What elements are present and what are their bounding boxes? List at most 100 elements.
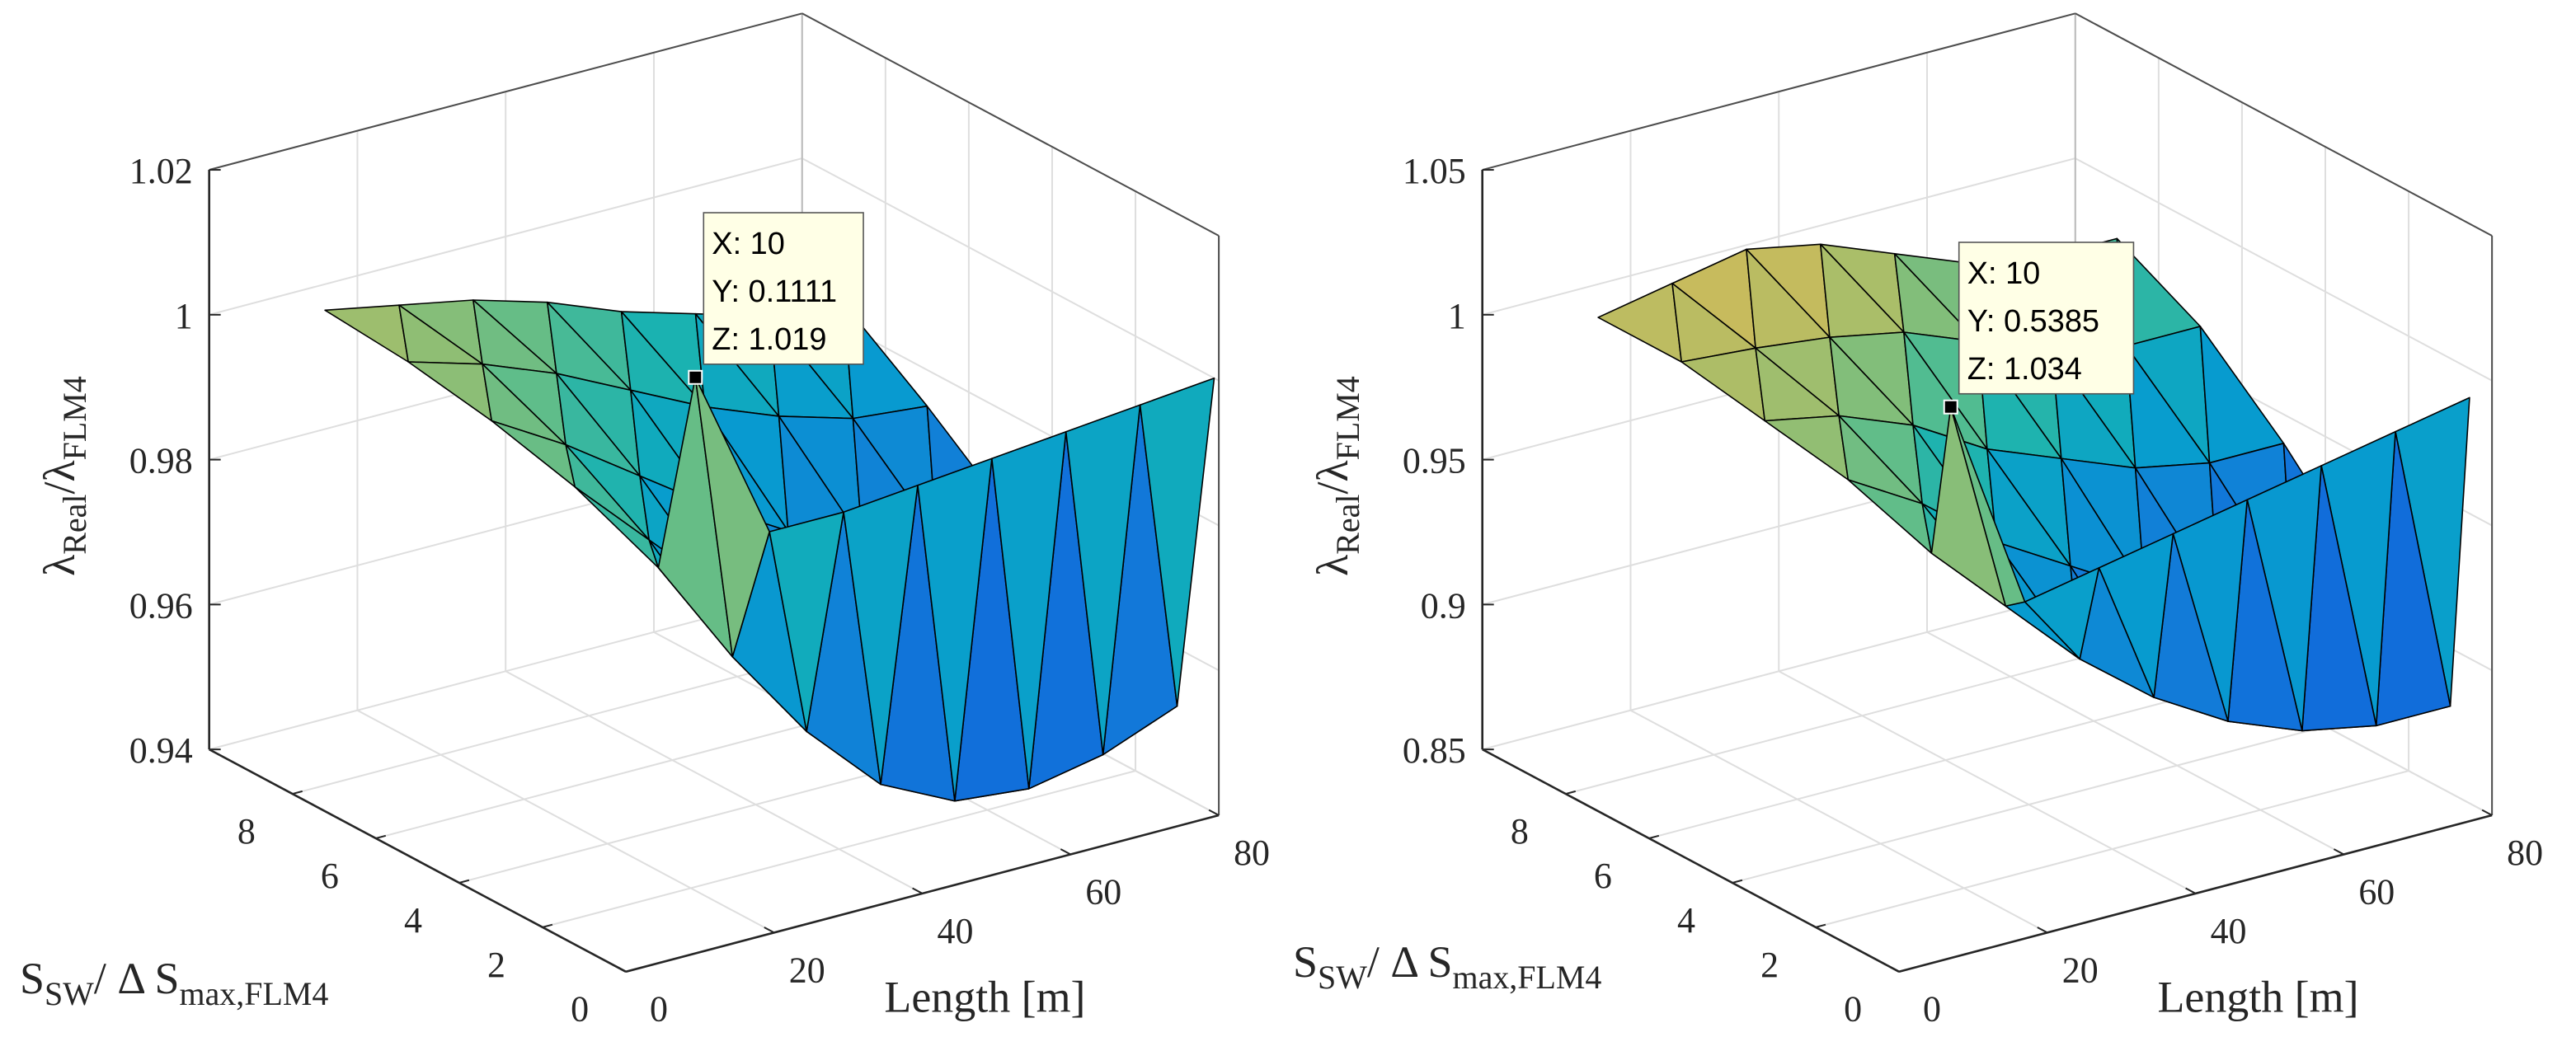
axis-line bbox=[1482, 748, 1900, 973]
x-tick-label: 80 bbox=[1234, 833, 1270, 873]
y-tick-label: 0 bbox=[571, 989, 589, 1030]
tick-mark bbox=[625, 968, 637, 973]
x-axis-label: Length [m] bbox=[884, 973, 1085, 1022]
x-tick-label: 80 bbox=[2507, 833, 2543, 873]
z-tick-label: 0.98 bbox=[129, 441, 193, 481]
x-tick-label: 20 bbox=[789, 950, 825, 990]
surface-chart: 0.850.90.9511.0502468020406080λReal/λFLM… bbox=[1293, 12, 2543, 1030]
subscript: FLM4 bbox=[56, 376, 93, 460]
x-tick-label: 60 bbox=[1085, 871, 1121, 912]
label-part: /λ bbox=[1308, 460, 1357, 494]
y-axis-label: SSW/ Δ Smax,FLM4 bbox=[1293, 937, 1601, 996]
datatip-label: Y: 0.1111 bbox=[712, 274, 837, 309]
box-edge bbox=[1482, 12, 2076, 171]
tick-mark bbox=[1208, 809, 1220, 816]
z-tick-label: 1 bbox=[1448, 296, 1466, 336]
x-tick-label: 20 bbox=[2062, 950, 2099, 990]
datatip-marker bbox=[688, 369, 703, 385]
datatip-label: Z: 1.034 bbox=[1967, 352, 2082, 387]
y-tick-label: 2 bbox=[1760, 945, 1779, 985]
subscript: Real bbox=[56, 495, 93, 555]
subscript: max,FLM4 bbox=[180, 975, 329, 1012]
z-tick-label: 0.9 bbox=[1421, 585, 1466, 626]
surface-face bbox=[694, 376, 770, 658]
tick-mark bbox=[1060, 848, 1071, 856]
y-tick-label: 6 bbox=[1594, 856, 1612, 896]
tick-mark bbox=[2333, 848, 2344, 856]
box-edge bbox=[801, 12, 1220, 237]
z-tick-label: 0.95 bbox=[1403, 441, 1466, 481]
subscript: FLM4 bbox=[1329, 376, 1366, 460]
surface-face bbox=[324, 304, 409, 363]
z-tick-label: 1 bbox=[175, 296, 193, 336]
grid-line bbox=[505, 670, 924, 894]
tick-mark bbox=[1815, 923, 1826, 928]
tick-mark bbox=[1732, 879, 1743, 884]
x-tick-label: 0 bbox=[650, 989, 668, 1030]
label-part: / Δ S bbox=[94, 954, 180, 1003]
axis-line bbox=[209, 748, 627, 973]
surface-chart: 0.940.960.9811.0202468020406080λReal/λFL… bbox=[20, 12, 1270, 1030]
datatip-marker bbox=[1943, 399, 1958, 415]
label-part: / Δ S bbox=[1367, 937, 1453, 987]
z-tick-label: 0.94 bbox=[129, 730, 193, 771]
y-tick-label: 4 bbox=[404, 900, 422, 941]
surface-face bbox=[1597, 282, 1682, 363]
tick-mark bbox=[2185, 887, 2197, 894]
z-axis-label: λReal/λFLM4 bbox=[1308, 376, 1366, 576]
tick-mark bbox=[764, 927, 775, 934]
z-tick-label: 1.02 bbox=[129, 151, 193, 191]
datatip-label: X: 10 bbox=[1967, 256, 2041, 291]
box-edge bbox=[209, 12, 803, 171]
y-tick-label: 2 bbox=[487, 945, 505, 985]
surface-face bbox=[1139, 377, 1215, 707]
y-tick-label: 6 bbox=[321, 856, 339, 896]
z-tick-label: 0.85 bbox=[1403, 730, 1466, 771]
surface-face bbox=[1764, 415, 1850, 481]
label-part: λ bbox=[35, 555, 84, 576]
y-tick-label: 8 bbox=[237, 811, 256, 852]
z-axis-label: λReal/λFLM4 bbox=[35, 376, 93, 576]
y-axis-label: SSW/ Δ Smax,FLM4 bbox=[20, 954, 328, 1012]
grid-line bbox=[1629, 709, 2048, 934]
datatip-box bbox=[1958, 242, 2135, 395]
x-tick-label: 40 bbox=[938, 911, 974, 951]
tick-mark bbox=[2481, 809, 2493, 816]
label-part: S bbox=[1293, 937, 1318, 987]
x-tick-label: 60 bbox=[2358, 871, 2395, 912]
datatip-box bbox=[703, 212, 864, 365]
datatip-label: Z: 1.019 bbox=[712, 322, 826, 357]
surface-face bbox=[991, 430, 1067, 790]
label-part: λ bbox=[1308, 555, 1357, 576]
grid-line bbox=[1732, 725, 2326, 884]
grid-line bbox=[1815, 770, 2409, 928]
tick-mark bbox=[615, 965, 627, 973]
tick-mark bbox=[1565, 790, 1577, 795]
grid-line bbox=[1778, 670, 2197, 894]
surface-face bbox=[843, 484, 919, 786]
y-tick-label: 8 bbox=[1511, 811, 1529, 852]
surface-face bbox=[769, 511, 844, 733]
box-edge bbox=[2075, 12, 2493, 237]
surface-face bbox=[1681, 347, 1766, 422]
tick-mark bbox=[292, 790, 303, 795]
x-tick-label: 0 bbox=[1923, 989, 1941, 1030]
label-part: /λ bbox=[35, 460, 84, 494]
z-tick-label: 1.05 bbox=[1403, 151, 1466, 191]
y-tick-label: 0 bbox=[1844, 989, 1862, 1030]
surface-face bbox=[917, 457, 993, 802]
tick-mark bbox=[1648, 834, 1660, 839]
grid-line bbox=[801, 157, 1220, 382]
tick-mark bbox=[1888, 965, 1900, 973]
tick-mark bbox=[1898, 968, 1910, 973]
grid-line bbox=[1648, 681, 2243, 839]
subscript: SW bbox=[1318, 959, 1367, 996]
grid-line bbox=[542, 770, 1136, 928]
subscript: Real bbox=[1329, 495, 1366, 555]
surface-face bbox=[1065, 404, 1141, 756]
grid-line bbox=[2075, 157, 2493, 382]
tick-mark bbox=[375, 834, 387, 839]
y-tick-label: 4 bbox=[1677, 900, 1695, 941]
